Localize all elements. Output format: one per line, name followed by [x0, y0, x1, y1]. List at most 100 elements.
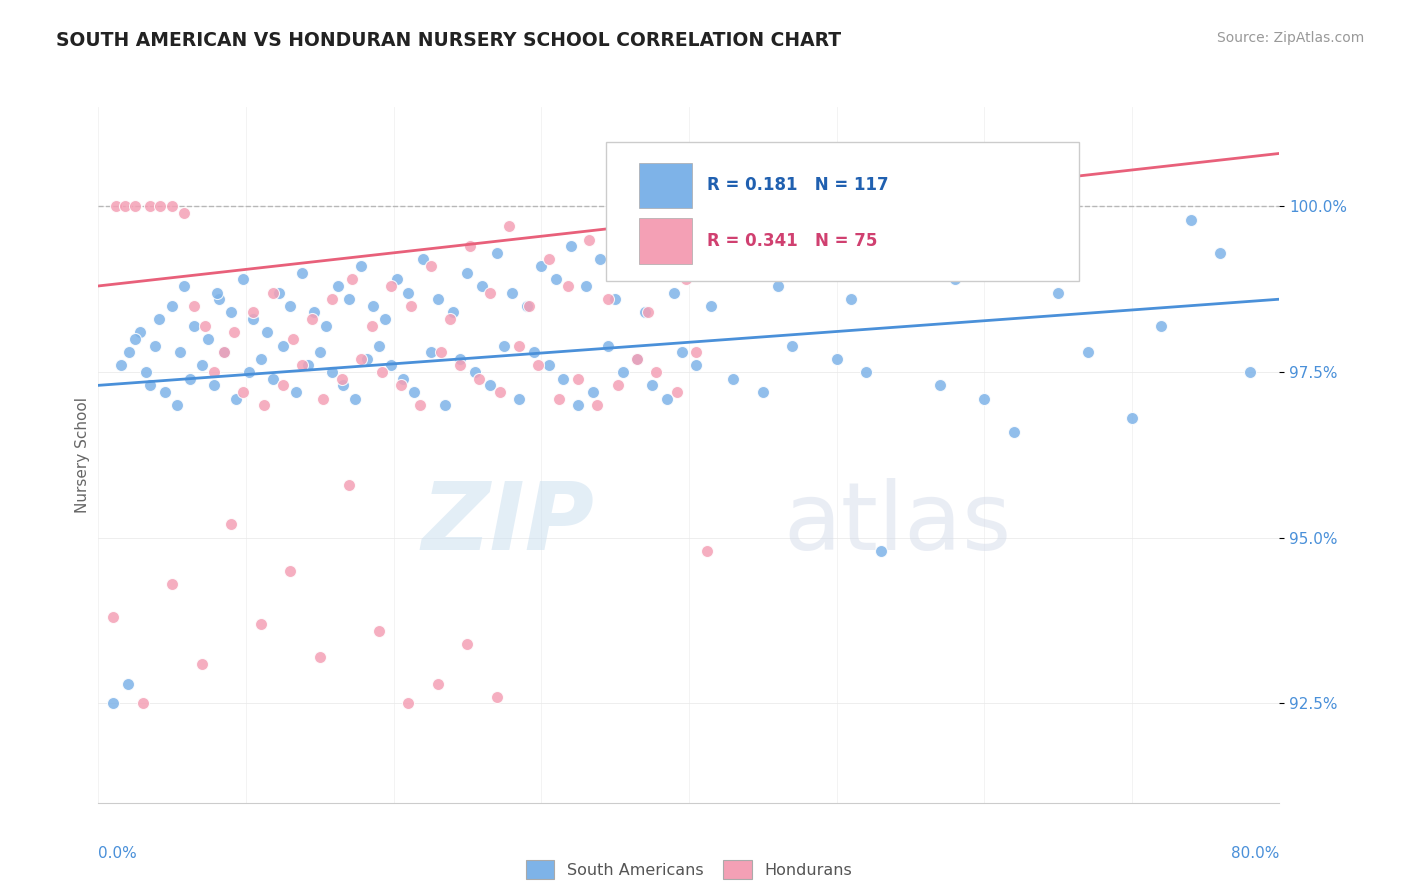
Point	[330, 372, 353, 386]
Point	[578, 233, 600, 247]
Point	[869, 544, 891, 558]
Point	[262, 285, 284, 300]
Point	[685, 345, 707, 359]
Point	[478, 285, 501, 300]
Point	[166, 398, 188, 412]
Point	[202, 378, 225, 392]
Point	[928, 378, 950, 392]
Point	[605, 292, 627, 306]
Point	[202, 365, 225, 379]
Point	[242, 305, 264, 319]
Point	[589, 252, 612, 267]
Point	[537, 359, 560, 373]
Point	[332, 378, 354, 392]
Legend: South Americans, Hondurans: South Americans, Hondurans	[519, 854, 859, 885]
Point	[666, 384, 689, 399]
Point	[494, 338, 516, 352]
Point	[766, 279, 789, 293]
Point	[262, 372, 284, 386]
Point	[250, 616, 273, 631]
Point	[368, 338, 391, 352]
Point	[103, 697, 125, 711]
Point	[173, 279, 195, 293]
Point	[664, 285, 686, 300]
Point	[1077, 345, 1099, 359]
Point	[374, 312, 396, 326]
FancyBboxPatch shape	[640, 219, 693, 263]
Point	[434, 398, 457, 412]
Point	[205, 285, 228, 300]
Point	[232, 384, 254, 399]
Point	[626, 351, 648, 366]
Point	[183, 318, 205, 333]
Point	[441, 305, 464, 319]
Point	[271, 338, 294, 352]
Point	[633, 305, 655, 319]
Point	[197, 332, 219, 346]
Point	[419, 259, 441, 273]
Point	[278, 299, 302, 313]
Text: ZIP: ZIP	[422, 478, 595, 571]
Point	[350, 259, 373, 273]
Point	[678, 259, 700, 273]
Point	[508, 392, 530, 406]
Point	[391, 372, 413, 386]
Point	[671, 345, 693, 359]
Point	[396, 697, 419, 711]
Point	[489, 384, 512, 399]
Text: R = 0.341   N = 75: R = 0.341 N = 75	[707, 232, 877, 250]
Point	[567, 398, 589, 412]
Point	[546, 272, 568, 286]
Point	[498, 219, 520, 234]
Point	[557, 279, 579, 293]
Point	[321, 365, 343, 379]
Point	[596, 338, 619, 352]
Point	[278, 564, 302, 578]
Text: 80.0%: 80.0%	[1232, 846, 1279, 861]
Text: R = 0.181   N = 117: R = 0.181 N = 117	[707, 176, 889, 194]
Point	[253, 398, 276, 412]
Point	[238, 365, 260, 379]
Point	[114, 199, 136, 213]
Point	[312, 392, 335, 406]
Point	[430, 345, 453, 359]
Point	[508, 338, 530, 352]
Point	[344, 392, 367, 406]
Point	[516, 299, 538, 313]
Point	[1150, 318, 1173, 333]
Point	[456, 637, 478, 651]
Point	[567, 372, 589, 386]
Point	[179, 372, 201, 386]
Point	[103, 610, 125, 624]
Point	[582, 384, 605, 399]
Point	[301, 312, 323, 326]
Point	[153, 384, 176, 399]
Point	[326, 279, 349, 293]
Point	[309, 345, 332, 359]
Point	[173, 206, 195, 220]
Point	[648, 245, 671, 260]
Point	[782, 338, 804, 352]
Point	[855, 365, 877, 379]
Point	[162, 199, 183, 213]
Point	[839, 292, 862, 306]
Text: atlas: atlas	[783, 478, 1012, 571]
Point	[607, 378, 630, 392]
Point	[148, 312, 170, 326]
Point	[1239, 365, 1261, 379]
Point	[574, 279, 596, 293]
Point	[242, 312, 264, 326]
Point	[271, 378, 294, 392]
Point	[401, 299, 423, 313]
Point	[486, 245, 509, 260]
Point	[219, 517, 243, 532]
Point	[250, 351, 273, 366]
Point	[427, 292, 450, 306]
Point	[596, 292, 619, 306]
Point	[389, 378, 412, 392]
Point	[685, 359, 707, 373]
Point	[464, 365, 486, 379]
Point	[439, 312, 461, 326]
Text: SOUTH AMERICAN VS HONDURAN NURSERY SCHOOL CORRELATION CHART: SOUTH AMERICAN VS HONDURAN NURSERY SCHOO…	[56, 31, 841, 50]
Point	[149, 199, 172, 213]
